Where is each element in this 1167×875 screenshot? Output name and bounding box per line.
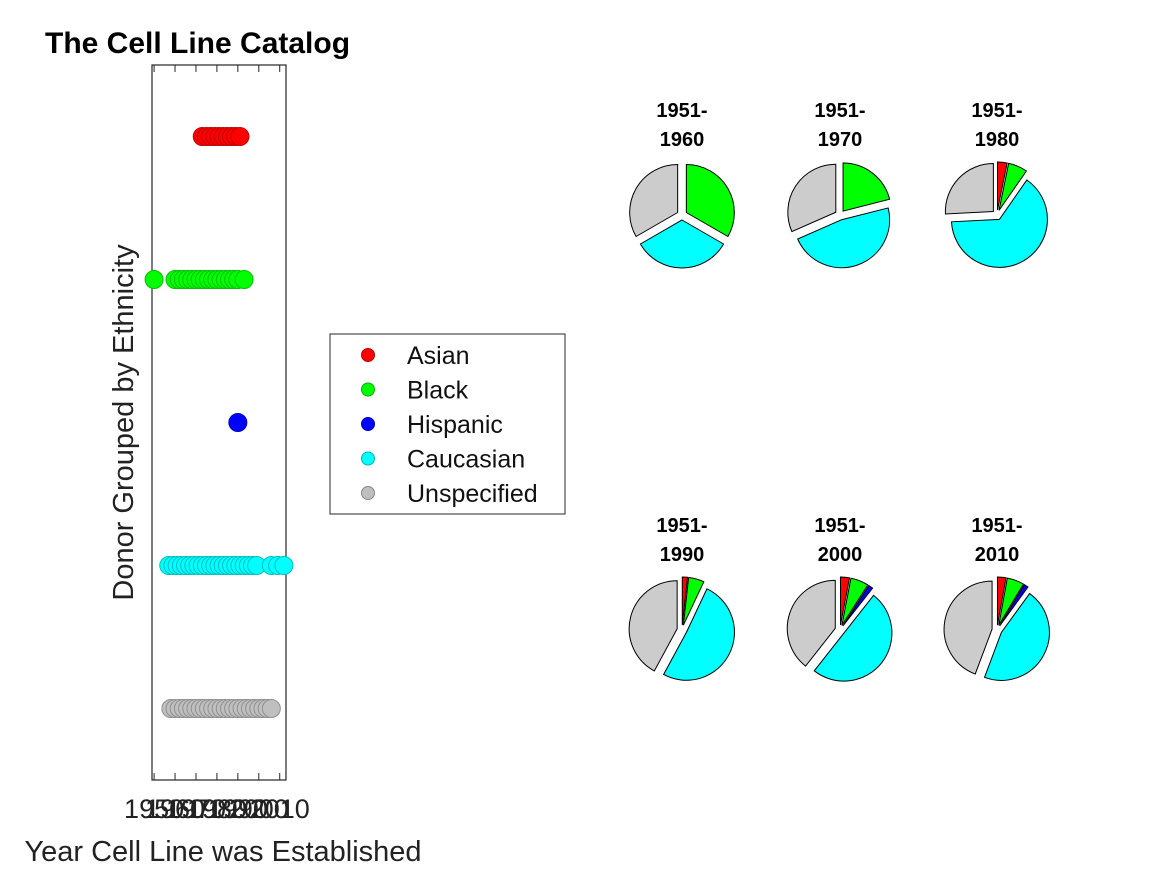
pie-title: 2000: [818, 544, 863, 566]
legend-marker: [361, 486, 375, 500]
series-unspecified: [161, 699, 281, 718]
series-black: [144, 270, 254, 289]
pie-slice-unspecified: [787, 163, 837, 233]
legend-label: Caucasian: [407, 446, 525, 474]
pie-slice-unspecified: [943, 580, 993, 675]
x-tick-label: 1980: [187, 794, 247, 824]
pie-slice-black: [842, 162, 891, 212]
series-asian: [192, 127, 250, 146]
pie-slice-black: [998, 162, 1028, 211]
x-tick-label: 1970: [166, 794, 226, 824]
pie-title: 1951-: [656, 515, 707, 537]
pie-chart: 1951- 2000: [786, 515, 893, 682]
pie-title: 1960: [660, 129, 705, 151]
pie-slice-caucasian: [662, 588, 735, 681]
series-hispanic: [228, 413, 248, 432]
x-tick-label: 2010: [250, 794, 310, 824]
series-caucasian: [159, 556, 294, 575]
pie-slice-unspecified: [628, 580, 678, 672]
legend-label: Black: [407, 377, 469, 405]
pie-title: 1951-: [971, 100, 1022, 122]
pie-title: 1951-: [814, 100, 865, 122]
pie-slice-hispanic: [999, 583, 1029, 627]
pie-slice-black: [998, 577, 1025, 626]
pie-slice-black: [682, 576, 705, 626]
legend-label: Hispanic: [407, 411, 503, 439]
legend-marker: [361, 451, 375, 466]
pie-slice-caucasian: [797, 207, 891, 269]
legend-marker: [361, 348, 375, 362]
pie-title: 1990: [660, 544, 705, 566]
pie-slice-unspecified: [629, 163, 679, 238]
y-axis-label: Donor Grouped by Ethnicity: [108, 244, 140, 601]
x-tick-label: 1960: [145, 794, 205, 824]
pie-slice-asian: [681, 576, 689, 626]
data-point: [230, 127, 250, 146]
pie-chart: 1951- 1960: [629, 100, 735, 269]
pie-title: 1951-: [814, 515, 865, 537]
pie-title: 2010: [975, 544, 1020, 566]
pie-slice-black: [841, 577, 869, 626]
pie-slice-caucasian: [639, 219, 725, 269]
pie-title: 1951-: [656, 100, 707, 122]
x-tick-label: 1990: [208, 794, 268, 824]
pie-slice-black: [685, 163, 735, 238]
legend-label: Unspecified: [407, 480, 538, 508]
pie-chart: 1951- 1980: [944, 100, 1048, 268]
pie-charts: 1951-19601951-19701951-19801951-19901951…: [628, 100, 1050, 682]
legend-marker: [361, 417, 375, 431]
data-point: [261, 699, 281, 718]
pie-slice-unspecified: [944, 163, 994, 215]
data-point: [144, 270, 164, 289]
pie-chart: 1951- 2010: [943, 515, 1050, 681]
pie-slice-asian: [839, 576, 851, 626]
pie-slice-unspecified: [786, 579, 836, 667]
data-point: [234, 270, 254, 289]
data-point: [228, 413, 248, 432]
plot-area: [151, 64, 287, 781]
x-tick-label: 2000: [229, 794, 289, 824]
pie-slice-asian: [996, 576, 1007, 626]
x-axis-label: Year Cell Line was Established: [24, 836, 421, 868]
pie-chart: 1951- 1990: [628, 515, 735, 681]
pie-slice-caucasian: [983, 592, 1050, 681]
legend-marker: [361, 382, 375, 397]
pie-slice-asian: [997, 161, 1008, 211]
pie-slice-caucasian: [950, 179, 1048, 268]
pie-slice-caucasian: [813, 594, 893, 682]
legend-label: Asian: [407, 342, 470, 370]
pie-chart: 1951- 1970: [787, 100, 891, 269]
pie-title: 1980: [975, 129, 1020, 151]
pie-title: 1970: [818, 129, 863, 151]
x-tick-label: 1950: [124, 794, 184, 824]
pie-title: 1951-: [971, 515, 1022, 537]
chart-title: The Cell Line Catalog: [45, 27, 350, 60]
data-point: [274, 556, 294, 575]
pie-slice-hispanic: [842, 584, 874, 627]
legend: Asian Black Hispanic Caucasian Unspecified: [329, 333, 566, 515]
